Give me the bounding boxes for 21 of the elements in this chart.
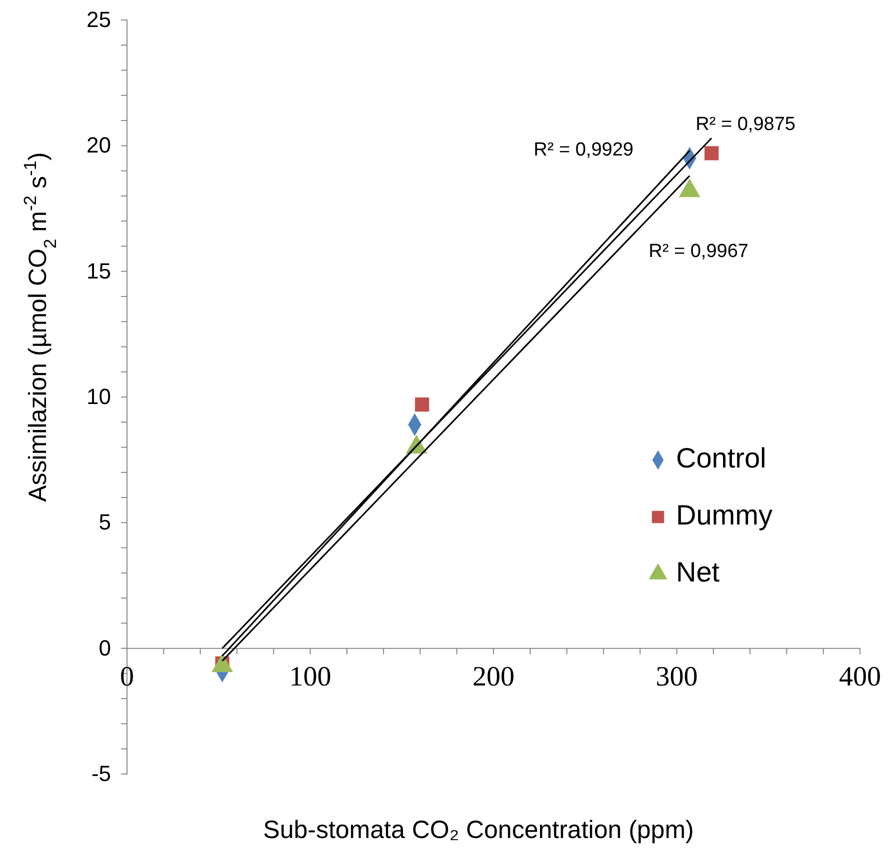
y-tick-label: 15	[86, 258, 111, 284]
x-tick-label: 100	[289, 661, 332, 692]
point	[704, 146, 719, 160]
x-tick-label: 400	[839, 661, 881, 692]
annotation: R² = 0,9929	[534, 140, 634, 161]
x-axis-title: Sub-stomata CO₂ Concentration (ppm)	[263, 816, 694, 844]
point	[414, 397, 430, 412]
legend-label: Dummy	[676, 499, 772, 530]
x-tick-label: 300	[656, 661, 698, 692]
annotation: R² = 0,9967	[648, 240, 748, 262]
y-tick-label: 0	[98, 635, 111, 660]
legend-label: Net	[676, 556, 720, 588]
annotation: R² = 0,9875	[696, 114, 796, 136]
y-tick-label: 5	[98, 510, 111, 535]
y-tick-label: -5	[91, 761, 111, 786]
x-tick-label: 0	[120, 661, 134, 692]
y-tick-label: 10	[86, 384, 111, 410]
y-tick-label: 25	[86, 7, 111, 32]
y-tick-label: 20	[86, 132, 111, 158]
x-tick-label: 200	[472, 661, 514, 692]
legend-label: Control	[676, 442, 766, 474]
